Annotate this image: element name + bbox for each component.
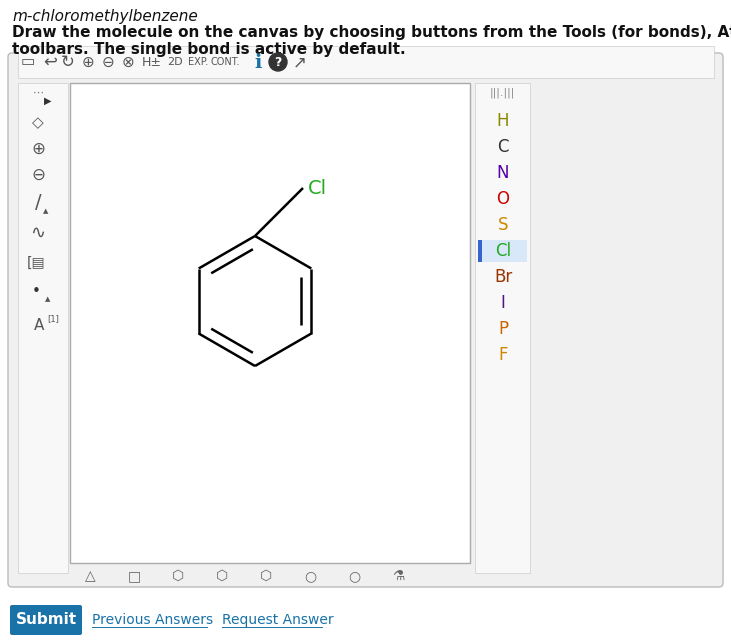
Text: Cl: Cl [495, 242, 511, 260]
Bar [18, 46, 714, 78]
Text: ▲: ▲ [43, 208, 49, 214]
Text: ⬡: ⬡ [216, 569, 228, 583]
Text: Previous Answers: Previous Answers [92, 613, 213, 627]
Text: ⋯: ⋯ [32, 88, 44, 98]
Text: CONT.: CONT. [211, 57, 240, 67]
Text: H±: H± [142, 56, 162, 69]
Text: S: S [498, 216, 508, 234]
Text: /: / [34, 194, 42, 213]
Text: Br: Br [494, 268, 512, 286]
Bar [475, 83, 530, 573]
Text: ∿: ∿ [31, 224, 45, 242]
Text: ↩: ↩ [43, 53, 57, 71]
Text: Cl: Cl [308, 178, 327, 197]
Text: N: N [497, 164, 510, 182]
Text: Request Answer: Request Answer [222, 613, 333, 627]
Text: A: A [34, 317, 45, 333]
Bar [478, 240, 482, 262]
Text: ⚗: ⚗ [392, 569, 404, 583]
Text: P: P [498, 320, 508, 338]
Text: m-chloromethylbenzene: m-chloromethylbenzene [12, 9, 198, 24]
Text: F: F [499, 346, 508, 364]
Text: [▤: [▤ [27, 256, 45, 270]
Text: △: △ [85, 569, 95, 583]
Text: toolbars. The single bond is active by default.: toolbars. The single bond is active by d… [12, 42, 406, 57]
Text: ℹ: ℹ [254, 53, 262, 72]
Text: EXP.: EXP. [188, 57, 208, 67]
Text: ⊕: ⊕ [82, 54, 94, 69]
Text: ○: ○ [348, 569, 360, 583]
FancyBboxPatch shape [8, 53, 723, 587]
Text: ⬡: ⬡ [260, 569, 272, 583]
Text: Draw the molecule on the canvas by choosing buttons from the Tools (for bonds), : Draw the molecule on the canvas by choos… [12, 25, 731, 40]
Text: |||.|||: |||.||| [489, 88, 515, 98]
Text: [1]: [1] [47, 315, 59, 324]
Text: ↻: ↻ [61, 53, 75, 71]
Text: ⊖: ⊖ [102, 54, 114, 69]
Text: ⊖: ⊖ [31, 166, 45, 184]
Text: ▭: ▭ [20, 54, 35, 69]
Text: ◇: ◇ [32, 115, 44, 131]
Bar [70, 83, 470, 563]
Text: ?: ? [274, 56, 281, 69]
Text: Submit: Submit [15, 613, 77, 628]
Text: ○: ○ [304, 569, 316, 583]
Bar [478, 240, 527, 262]
Text: 2D: 2D [167, 57, 183, 67]
Text: ⬡: ⬡ [172, 569, 184, 583]
Text: O: O [496, 190, 510, 208]
Text: ▶: ▶ [45, 96, 52, 106]
Text: •: • [31, 283, 40, 299]
Text: ⊗: ⊗ [121, 54, 135, 69]
Text: C: C [497, 138, 509, 156]
Bar [18, 83, 68, 573]
Text: □: □ [127, 569, 140, 583]
FancyBboxPatch shape [10, 605, 82, 635]
Text: ▲: ▲ [45, 296, 50, 302]
Text: H: H [497, 112, 510, 130]
Text: ↗: ↗ [293, 53, 307, 71]
Circle shape [269, 53, 287, 71]
Text: I: I [501, 294, 505, 312]
Text: ⊕: ⊕ [31, 140, 45, 158]
